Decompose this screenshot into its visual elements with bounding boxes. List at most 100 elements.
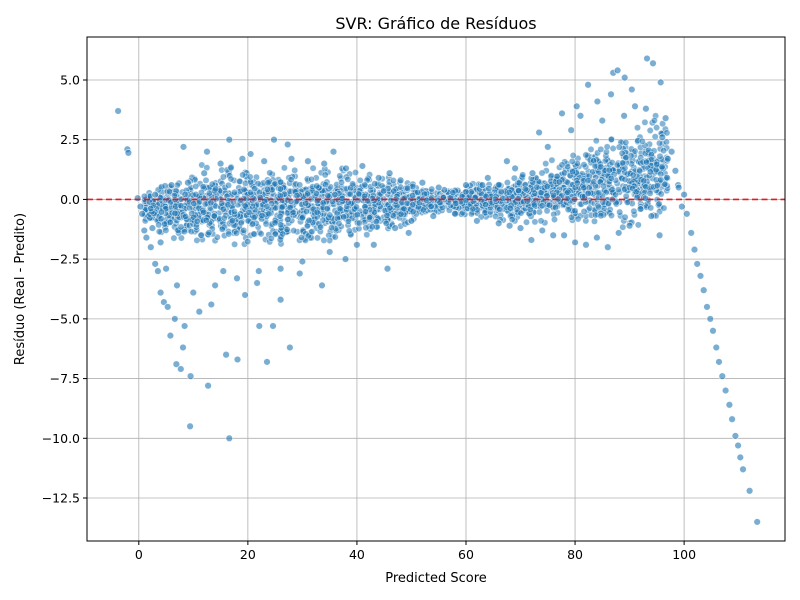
data-point <box>195 307 204 316</box>
dense-point <box>286 204 294 212</box>
dense-point <box>423 196 431 204</box>
dense-point <box>313 182 321 190</box>
data-point <box>572 102 581 111</box>
dense-point <box>237 219 245 227</box>
dense-point <box>614 186 622 194</box>
dense-point <box>409 192 417 200</box>
data-point <box>505 221 514 230</box>
data-point <box>173 281 181 290</box>
data-point <box>567 126 575 134</box>
dense-point <box>485 185 493 193</box>
dense-point <box>265 210 273 218</box>
dense-point <box>193 217 201 225</box>
dense-point <box>561 169 569 177</box>
data-point <box>625 221 634 230</box>
data-point <box>163 303 172 311</box>
dense-point <box>218 199 226 207</box>
dense-point <box>361 181 369 189</box>
dense-point <box>542 160 550 168</box>
data-point <box>286 343 294 352</box>
dense-point <box>241 202 249 210</box>
dense-point <box>522 218 531 226</box>
dense-point <box>515 187 523 195</box>
data-point <box>166 331 175 340</box>
dense-point <box>177 223 185 231</box>
dense-point <box>182 212 190 221</box>
dense-point <box>313 208 321 216</box>
dense-point <box>208 180 216 188</box>
dense-point <box>647 204 655 212</box>
data-point <box>151 260 159 268</box>
data-point <box>276 295 285 304</box>
dense-point <box>638 137 646 145</box>
dense-point <box>505 188 513 196</box>
data-point <box>370 241 378 249</box>
y-tick-label: −7.5 <box>50 371 80 386</box>
data-point <box>478 181 487 189</box>
dense-point <box>569 151 577 160</box>
dense-point <box>546 201 554 209</box>
data-point <box>287 155 296 163</box>
dense-point <box>227 175 235 183</box>
dense-point <box>538 169 546 177</box>
dense-point <box>659 120 667 128</box>
dense-point <box>313 234 322 242</box>
dense-point <box>218 225 226 233</box>
dense-point <box>605 166 613 174</box>
data-point <box>216 159 225 168</box>
chart-title: SVR: Gráfico de Resíduos <box>335 14 536 33</box>
x-tick-label: 0 <box>135 547 143 562</box>
dense-point <box>657 176 665 184</box>
dense-point <box>622 138 630 147</box>
dense-point <box>207 199 215 207</box>
dense-point <box>469 205 477 213</box>
dense-point <box>397 210 405 218</box>
x-tick-label: 60 <box>458 547 474 562</box>
dense-point <box>550 215 559 224</box>
dense-point <box>482 192 490 200</box>
axis-ticks: 0 20 40 60 80 100 5.0 2.5 0.0 −2.5 −5.0 −7.5 −10.0 −1… <box>42 72 696 562</box>
data-point <box>255 322 264 330</box>
data-point <box>527 236 536 244</box>
dense-point <box>482 201 490 209</box>
dense-point <box>254 180 262 188</box>
dense-point <box>519 171 527 179</box>
dense-point <box>660 204 668 212</box>
dense-point <box>276 178 285 186</box>
dense-point <box>563 194 571 203</box>
data-point <box>649 59 657 68</box>
data-point <box>207 300 216 309</box>
data-point <box>620 73 629 82</box>
dense-point <box>580 184 588 192</box>
dense-point <box>147 205 155 213</box>
dense-point <box>452 199 460 207</box>
dense-point <box>646 189 654 197</box>
dense-point <box>227 164 235 172</box>
dense-point <box>595 189 603 197</box>
data-point <box>706 315 715 323</box>
dense-point <box>228 217 236 225</box>
dense-point <box>515 179 523 187</box>
dense-point <box>293 191 301 200</box>
dense-point <box>497 188 505 196</box>
dense-point <box>599 182 608 190</box>
dense-point <box>349 180 357 188</box>
data-point <box>186 422 194 431</box>
data-point <box>225 434 234 443</box>
data-point <box>148 224 157 232</box>
data-point <box>255 267 263 275</box>
data-point <box>140 226 149 235</box>
data-point <box>233 274 241 283</box>
dense-point <box>307 175 316 183</box>
dense-point <box>543 192 551 200</box>
dense-point <box>262 220 270 228</box>
dense-point <box>258 212 266 220</box>
dense-point <box>642 183 650 191</box>
dense-point <box>340 213 348 221</box>
dense-point <box>224 181 233 189</box>
data-point <box>538 226 547 235</box>
dense-point <box>181 190 189 198</box>
data-point <box>253 279 261 287</box>
dense-point <box>337 178 346 186</box>
